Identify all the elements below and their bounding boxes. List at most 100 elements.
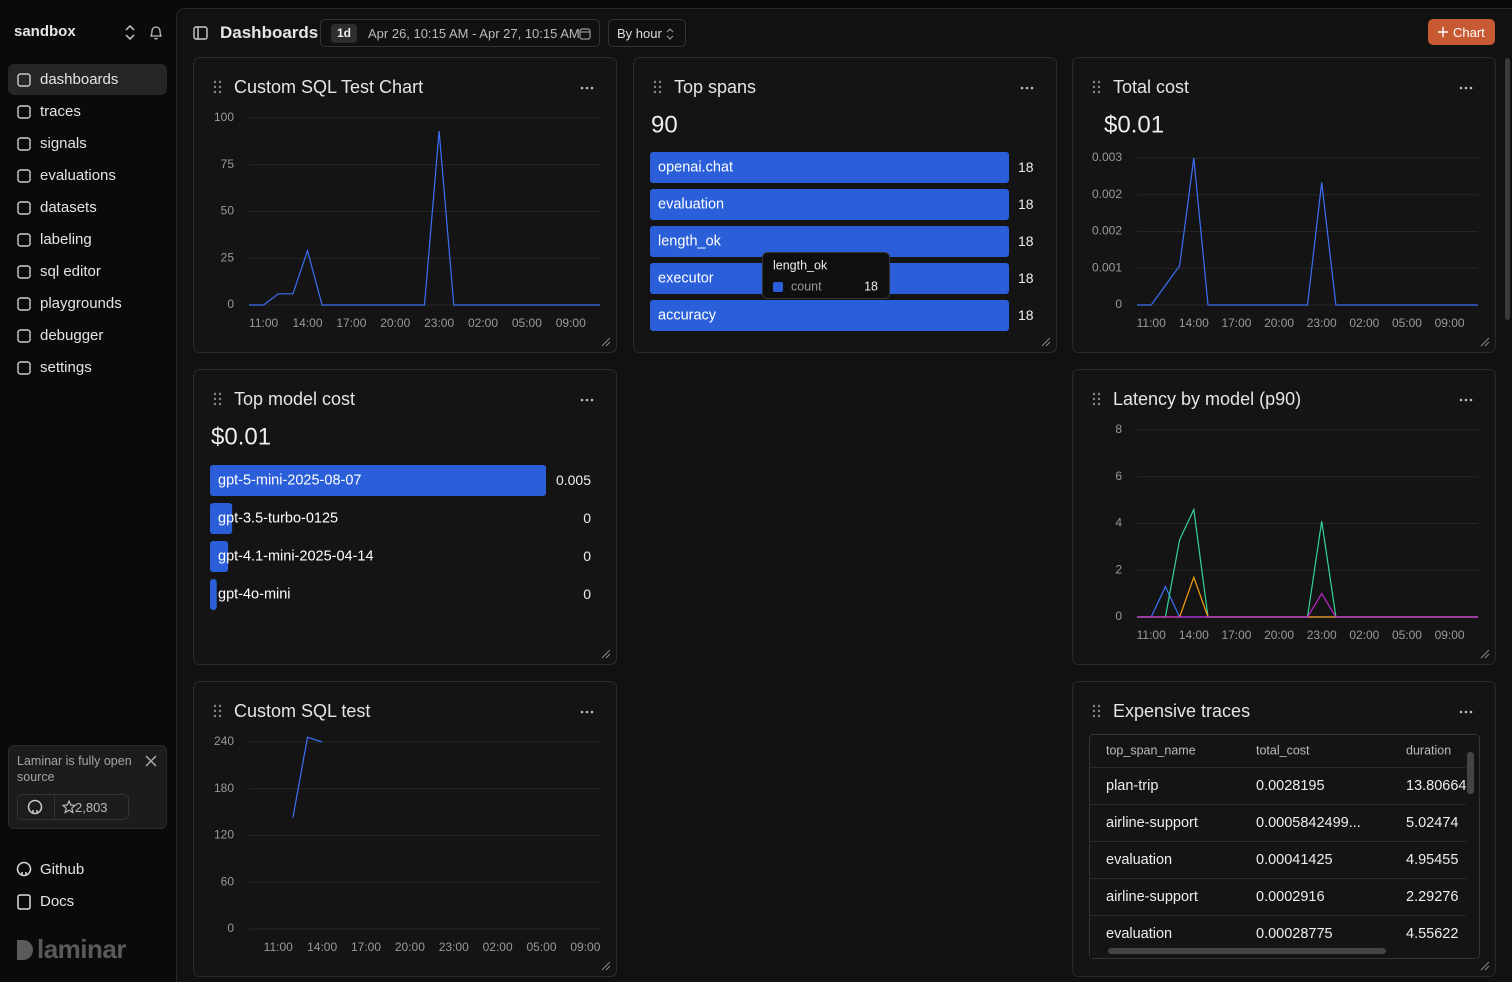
nav-icon <box>17 233 31 247</box>
page-scrollbar <box>1505 58 1510 320</box>
y-tick-label: 0 <box>1115 609 1122 623</box>
nav-label: datasets <box>40 199 97 216</box>
panel-menu-dot[interactable] <box>1459 398 1463 402</box>
drag-handle-dot <box>218 709 222 713</box>
drag-handle-dot <box>213 704 217 708</box>
banner-text: Laminar is fully open source <box>17 754 132 784</box>
select-icon <box>666 28 674 40</box>
drag-handle-dot <box>1097 85 1101 89</box>
x-tick-label: 11:00 <box>249 316 278 330</box>
nav-item[interactable]: dashboards <box>8 64 167 95</box>
bar-label: executor <box>658 270 714 286</box>
resize-handle <box>601 649 611 659</box>
y-tick-label: 0.001 <box>1092 260 1122 274</box>
star-icon <box>62 800 76 814</box>
open-source-banner: Laminar is fully open source 2,803 <box>8 745 167 829</box>
series-line <box>1137 157 1478 306</box>
nav-item[interactable]: settings <box>8 352 167 383</box>
panel-menu-dot[interactable] <box>1030 86 1034 90</box>
panel-menu-dot[interactable] <box>590 710 594 714</box>
y-tick-label: 100 <box>214 110 234 124</box>
drag-handle-dot <box>213 397 217 401</box>
panel-menu-dot[interactable] <box>580 398 584 402</box>
panel-menu-dot[interactable] <box>1025 86 1029 90</box>
bar-label: accuracy <box>658 307 717 323</box>
y-tick-label: 180 <box>214 781 234 795</box>
plus-icon <box>1438 27 1448 37</box>
nav-item[interactable]: traces <box>8 96 167 127</box>
panel-menu-dot[interactable] <box>585 710 589 714</box>
resize-handle <box>601 961 611 971</box>
panel-menu-dot[interactable] <box>1464 710 1468 714</box>
nav-item[interactable]: evaluations <box>8 160 167 191</box>
close-icon[interactable] <box>145 755 157 767</box>
panel-menu-dot[interactable] <box>1469 86 1473 90</box>
github-link-icon <box>16 861 32 877</box>
date-range-picker[interactable]: 1d Apr 26, 10:15 AM - Apr 27, 10:15 AM <box>320 19 600 47</box>
panel-menu-dot[interactable] <box>590 398 594 402</box>
range-chip[interactable]: 1d <box>331 24 357 43</box>
workspace-name[interactable]: sandbox <box>14 23 76 40</box>
x-tick-label: 09:00 <box>570 940 600 954</box>
panel-menu-dot[interactable] <box>590 86 594 90</box>
panel-menu-dot[interactable] <box>580 710 584 714</box>
nav-item[interactable]: labeling <box>8 224 167 255</box>
nav-item[interactable]: debugger <box>8 320 167 351</box>
panel-title: Latency by model (p90) <box>1113 389 1301 409</box>
panel-menu-dot[interactable] <box>1459 86 1463 90</box>
x-tick-label: 09:00 <box>1435 628 1465 642</box>
bar-value: 18 <box>1018 159 1034 175</box>
drag-handle-dot <box>213 90 217 94</box>
panel <box>1072 681 1496 977</box>
notifications-icon[interactable] <box>148 24 164 41</box>
sidebar-toggle[interactable] <box>193 26 208 40</box>
nav-item[interactable]: datasets <box>8 192 167 223</box>
nav-icon <box>17 297 31 311</box>
x-tick-label: 02:00 <box>483 940 513 954</box>
logo-text: laminar <box>37 934 127 964</box>
drag-handle-dot <box>1097 90 1101 94</box>
drag-handle-dot <box>653 90 657 94</box>
bar-value: 18 <box>1018 196 1034 212</box>
panel-menu-dot[interactable] <box>1464 86 1468 90</box>
nav-label: debugger <box>40 327 104 344</box>
panel-menu-dot[interactable] <box>580 86 584 90</box>
x-tick-label: 23:00 <box>424 316 454 330</box>
drag-handle-dot <box>213 709 217 713</box>
bar <box>650 152 1009 183</box>
workspace-switch-icon[interactable] <box>123 24 137 42</box>
panel-menu-dot[interactable] <box>1469 398 1473 402</box>
drag-handle-dot <box>213 85 217 89</box>
x-tick-label: 05:00 <box>526 940 556 954</box>
drag-handle-dot <box>213 714 217 718</box>
table-cell: airline-support <box>1106 815 1198 831</box>
panel <box>193 681 617 977</box>
bar-value: 0 <box>583 510 591 526</box>
granularity-select[interactable]: By hour <box>608 19 686 47</box>
panel-menu-dot[interactable] <box>585 398 589 402</box>
nav-item[interactable]: playgrounds <box>8 288 167 319</box>
nav-item[interactable]: sql editor <box>8 256 167 287</box>
nav-label: dashboards <box>40 71 119 88</box>
github-link[interactable]: Github <box>40 861 85 878</box>
github-stars[interactable]: 2,803 <box>17 794 129 820</box>
drag-handle-dot <box>1097 704 1101 708</box>
table-cell: 0.00041425 <box>1256 852 1333 868</box>
x-tick-label: 02:00 <box>1349 628 1379 642</box>
bar <box>210 579 217 610</box>
panel-menu-dot[interactable] <box>1020 86 1024 90</box>
y-tick-label: 0 <box>1115 297 1122 311</box>
x-tick-label: 23:00 <box>439 940 469 954</box>
panel-menu-dot[interactable] <box>1469 710 1473 714</box>
panel-menu-dot[interactable] <box>1464 398 1468 402</box>
drag-handle-dot <box>218 714 222 718</box>
panel-menu-dot[interactable] <box>1459 710 1463 714</box>
panel-menu-dot[interactable] <box>585 86 589 90</box>
table-cell: 0.0028195 <box>1256 778 1325 794</box>
x-tick-label: 20:00 <box>1264 316 1294 330</box>
docs-link[interactable]: Docs <box>40 893 75 910</box>
panel <box>193 57 617 353</box>
nav-item[interactable]: signals <box>8 128 167 159</box>
add-chart-button[interactable]: Chart <box>1428 19 1495 45</box>
panel-title: Total cost <box>1113 77 1189 97</box>
